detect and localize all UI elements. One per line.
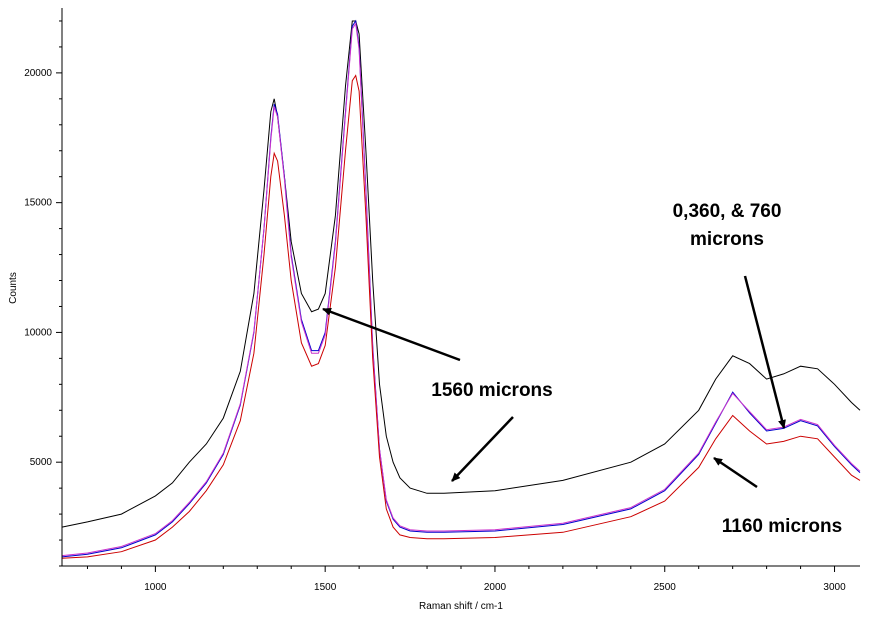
series-line-2 [61,22,861,557]
series-layer [61,19,861,559]
arrow-1560-to-baseline [451,416,514,482]
x-tick-label: 2000 [484,582,507,593]
x-axis-title: Raman shift / cm-1 [419,601,503,612]
x-tick-label: 3000 [823,582,846,593]
y-tick-label: 10000 [24,327,52,338]
series-line-3 [61,74,861,559]
axes-layer [61,8,860,567]
ticks-layer: 5000 10000 15000 20000 1000 1500 2000 2500 3000 [24,20,846,593]
annotations: 0,360, & 760 microns 1560 microns 1160 m… [322,201,842,537]
y-tick-label: 5000 [30,457,53,468]
y-axis-title: Counts [8,272,19,304]
annotation-1160-label: 1160 microns [722,516,842,537]
arrow-1160 [713,456,758,489]
arrow-1560-to-peak-valley [322,307,461,362]
x-tick-label: 1500 [314,582,337,593]
annotation-1560-label: 1560 microns [431,380,552,401]
arrow-0-360-760 [743,275,786,429]
series-line-0 [61,20,861,528]
x-tick-label: 2500 [654,582,677,593]
y-tick-label: 15000 [24,198,52,209]
y-tick-label: 20000 [24,68,52,79]
annotation-0-360-760-line2: microns [690,229,764,250]
annotation-0-360-760-line1: 0,360, & 760 [673,201,782,222]
x-tick-label: 1000 [144,582,167,593]
